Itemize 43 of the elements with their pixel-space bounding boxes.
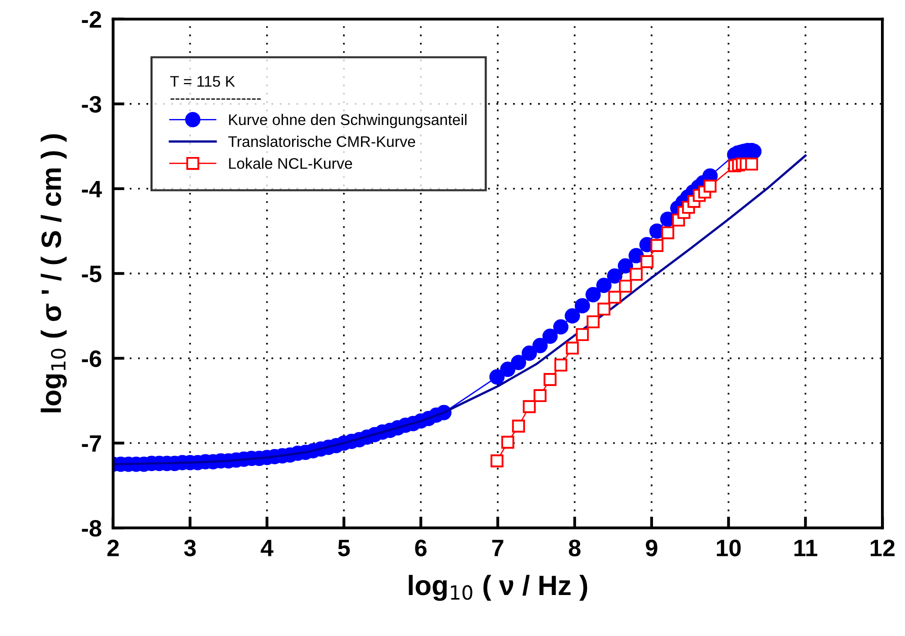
x-tick-label: 9 <box>646 540 658 556</box>
legend-label: Lokale NCL-Kurve <box>229 158 352 169</box>
y-tick-label: -4 <box>82 180 102 198</box>
point <box>576 328 589 341</box>
x-tick-label: 10 <box>716 540 741 556</box>
point <box>650 239 664 252</box>
point <box>597 302 610 316</box>
point <box>522 400 536 414</box>
point <box>544 373 557 386</box>
point <box>704 180 717 193</box>
x-tick-label: 7 <box>492 540 504 556</box>
point <box>640 255 654 268</box>
legend-label: Translatorische CMR-Kurve <box>228 136 416 148</box>
point <box>661 226 674 240</box>
y-tick-label: -5 <box>82 266 102 282</box>
point <box>501 436 514 449</box>
x-tick-label: 4 <box>260 540 274 556</box>
x-tick-label: 5 <box>338 540 350 556</box>
x-tick-label: 2 <box>107 540 119 556</box>
x-tick-label: 6 <box>415 540 427 556</box>
y-tick-label: -6 <box>82 350 102 368</box>
y-axis-title: log$_{10}$ ( σ ' / ( S / cm ) ) <box>40 134 67 412</box>
x-tick-label: 12 <box>870 540 895 556</box>
point <box>566 342 579 355</box>
point <box>630 268 643 281</box>
point <box>512 420 525 433</box>
legend-title: T = 115 K ------------------ <box>170 76 261 100</box>
point <box>586 315 600 328</box>
x-axis-title: log$_{10}$ ( ν / Hz ) <box>408 574 588 601</box>
point <box>608 290 622 304</box>
legend-label: Kurve ohne den Schwingungsanteil <box>229 114 466 128</box>
point <box>745 158 758 171</box>
point <box>490 454 504 468</box>
point <box>554 358 568 372</box>
point <box>618 280 632 293</box>
y-tick-label: -8 <box>82 520 102 537</box>
y-tick-label: -7 <box>82 435 101 452</box>
y-tick-label: -3 <box>82 96 102 113</box>
point <box>534 389 547 402</box>
x-tick-label: 11 <box>794 540 818 556</box>
y-tick-label: -2 <box>82 11 102 28</box>
x-tick-label: 8 <box>568 540 581 556</box>
x-tick-label: 3 <box>184 540 196 556</box>
